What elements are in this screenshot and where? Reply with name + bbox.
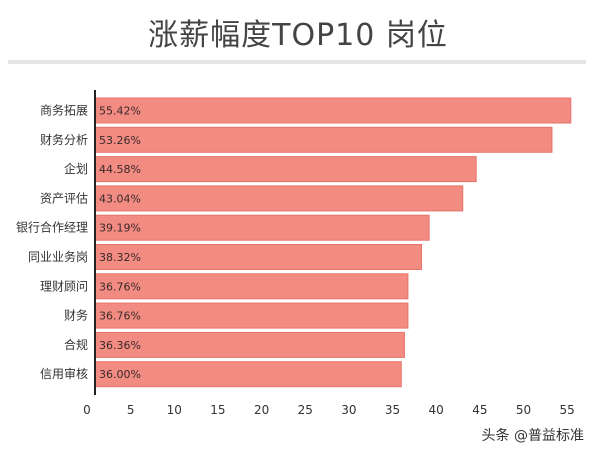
- category-label: 商务拓展: [40, 103, 88, 118]
- category-label: 同业业务岗: [28, 249, 88, 264]
- bar: [94, 126, 553, 153]
- bar: [94, 331, 405, 358]
- x-tick-label: 0: [83, 403, 91, 417]
- category-label: 财务: [64, 308, 88, 323]
- data-label: 38.32%: [99, 251, 141, 264]
- category-label: 资产评估: [40, 191, 88, 205]
- category-label: 信用审核: [40, 366, 88, 381]
- category-label: 银行合作经理: [16, 220, 88, 235]
- x-tick-label: 15: [210, 403, 225, 417]
- data-label: 39.19%: [99, 222, 141, 235]
- data-label: 36.76%: [99, 310, 141, 323]
- data-label: 55.42%: [99, 105, 141, 118]
- bar: [94, 273, 409, 300]
- x-tick-label: 20: [254, 403, 269, 417]
- bar: [94, 244, 423, 270]
- x-tick-label: 25: [298, 403, 313, 417]
- data-label: 44.58%: [99, 163, 141, 176]
- watermark: 头条 @普益标准: [477, 423, 588, 447]
- x-tick-label: 40: [429, 403, 444, 417]
- bar: [94, 361, 402, 388]
- data-label: 36.76%: [99, 280, 141, 293]
- category-label: 企划: [64, 161, 88, 176]
- category-label: 合规: [64, 337, 88, 352]
- x-tick-label: 35: [385, 403, 400, 417]
- x-tick-label: 45: [472, 403, 487, 417]
- bar: [94, 302, 409, 329]
- data-label: 43.04%: [99, 192, 141, 205]
- x-tick-label: 55: [560, 403, 575, 417]
- data-label: 36.36%: [99, 339, 141, 352]
- category-label: 财务分析: [40, 132, 88, 147]
- title-divider: [8, 60, 586, 64]
- x-tick-label: 50: [516, 403, 531, 417]
- x-tick-label: 10: [167, 403, 182, 417]
- category-label: 理财顾问: [40, 279, 88, 293]
- bar: [94, 214, 430, 241]
- x-tick-label: 5: [127, 403, 135, 417]
- bar: [94, 156, 477, 183]
- data-label: 53.26%: [99, 134, 141, 147]
- bar: [94, 185, 464, 212]
- chart-title: 涨薪幅度TOP10 岗位: [148, 18, 448, 53]
- bar: [94, 97, 572, 124]
- x-tick-label: 30: [341, 403, 356, 417]
- data-label: 36.00%: [99, 368, 141, 381]
